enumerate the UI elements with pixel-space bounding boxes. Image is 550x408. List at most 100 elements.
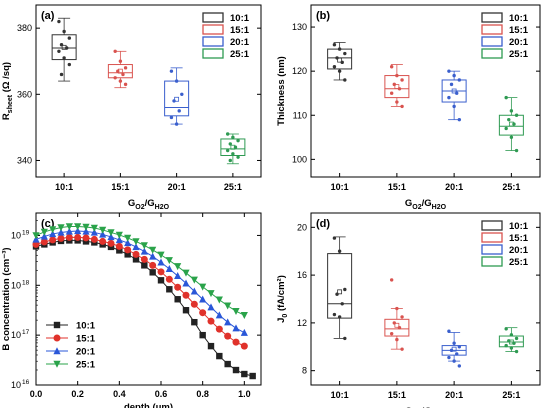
series-marker (90, 224, 98, 232)
data-point (59, 72, 64, 77)
data-point (514, 113, 519, 117)
data-point (389, 91, 394, 95)
data-point (121, 72, 125, 77)
data-point (236, 138, 240, 143)
data-point (509, 135, 514, 140)
series-marker (57, 234, 65, 242)
series-marker (132, 238, 140, 246)
series-marker (207, 303, 215, 311)
series-marker (124, 234, 132, 242)
box-iqr (327, 253, 353, 319)
data-point (113, 49, 117, 54)
data-point (389, 278, 394, 282)
series-marker (40, 238, 48, 246)
series-marker (141, 262, 148, 269)
box-mean (337, 57, 343, 63)
series-marker (232, 366, 240, 374)
data-point (504, 126, 508, 131)
data-point (457, 364, 462, 368)
y-tick-label: 16 (297, 270, 307, 280)
data-point (228, 142, 232, 146)
data-point (340, 302, 344, 306)
legend-swatch (481, 220, 503, 231)
series-marker (215, 296, 223, 304)
x-tick-label: 0.8 (196, 389, 209, 399)
x-tick-label: 10:1 (55, 182, 73, 192)
series-marker (174, 283, 182, 291)
data-point (231, 135, 235, 140)
plot-frame (310, 4, 541, 178)
box-mean (394, 84, 400, 89)
series-marker (115, 236, 123, 244)
series-marker (182, 269, 190, 277)
y-tick-label: 20 (297, 222, 307, 232)
data-point (400, 104, 404, 109)
data-point (174, 122, 179, 126)
x-tick-label: 15:1 (111, 182, 129, 192)
y-tick-label: 8 (302, 366, 307, 376)
data-point (225, 148, 230, 153)
series-marker (32, 232, 40, 240)
series-marker (215, 311, 223, 319)
legend-label: 25:1 (230, 49, 250, 60)
data-point (514, 349, 519, 354)
box-20:1 (441, 69, 467, 122)
y-tick-label: 10 (11, 280, 21, 290)
x-tick-label: 25:1 (224, 182, 242, 192)
data-point (59, 42, 64, 47)
series-marker (82, 234, 90, 242)
y-tick-exponent: 18 (22, 279, 30, 286)
series-marker (40, 232, 48, 240)
series-marker (165, 265, 173, 273)
data-point (504, 95, 508, 100)
box-15:1 (384, 278, 410, 351)
data-point (172, 99, 176, 103)
legend-label: 20:1 (509, 245, 529, 256)
data-point (512, 341, 516, 345)
x-tick-label: 10:1 (331, 182, 349, 192)
data-point (62, 56, 66, 60)
data-point (337, 47, 342, 51)
series-marker (182, 291, 190, 299)
series-marker (166, 286, 173, 293)
data-point (123, 82, 128, 87)
series-marker (149, 269, 156, 276)
legend-swatch (202, 12, 224, 23)
box-10:1 (51, 17, 77, 82)
data-point (332, 312, 337, 317)
y-tick-exponent: 16 (22, 379, 30, 386)
x-tick-label: 1.0 (238, 389, 251, 399)
x-tick-label: 0.4 (113, 389, 126, 399)
series-marker (224, 332, 232, 340)
data-point (457, 117, 462, 122)
series-marker (82, 227, 90, 235)
series-marker (65, 227, 73, 235)
legend-marker (53, 360, 61, 368)
data-point (332, 236, 337, 240)
x-axis-label: GO2/GH2O (405, 406, 447, 408)
data-point (397, 87, 402, 91)
legend-label: 15:1 (230, 25, 250, 36)
series-marker (232, 308, 240, 316)
data-point (343, 78, 347, 82)
series-marker (207, 342, 215, 350)
data-point (113, 76, 117, 80)
series-marker (115, 231, 123, 239)
series-marker (232, 324, 240, 332)
y-tick-label: 110 (293, 110, 307, 120)
data-point (340, 60, 344, 65)
series-marker (224, 318, 232, 326)
x-tick-label: 20:1 (445, 390, 463, 400)
y-tick-label: 360 (17, 89, 32, 99)
data-point (457, 78, 462, 82)
data-point (116, 69, 120, 73)
data-point (514, 336, 519, 341)
data-point (447, 355, 451, 360)
series-marker (165, 275, 173, 283)
series-marker (199, 331, 206, 339)
data-point (447, 329, 451, 333)
legend-label: 25:1 (509, 49, 529, 60)
legend-label: 15:1 (509, 233, 529, 244)
data-point (337, 315, 342, 319)
